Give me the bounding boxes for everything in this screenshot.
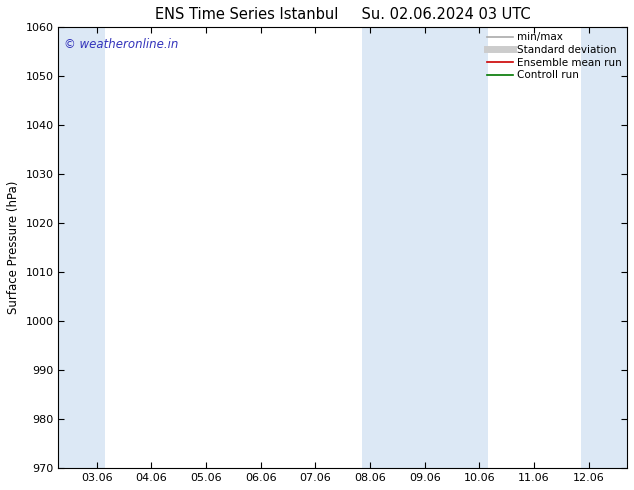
Y-axis label: Surface Pressure (hPa): Surface Pressure (hPa) bbox=[7, 181, 20, 315]
Title: ENS Time Series Istanbul     Su. 02.06.2024 03 UTC: ENS Time Series Istanbul Su. 02.06.2024 … bbox=[155, 7, 531, 22]
Bar bbox=[362, 27, 488, 468]
Bar bbox=[581, 27, 627, 468]
Bar bbox=[58, 27, 105, 468]
Text: © weatheronline.in: © weatheronline.in bbox=[64, 38, 179, 51]
Legend: min/max, Standard deviation, Ensemble mean run, Controll run: min/max, Standard deviation, Ensemble me… bbox=[485, 30, 624, 82]
